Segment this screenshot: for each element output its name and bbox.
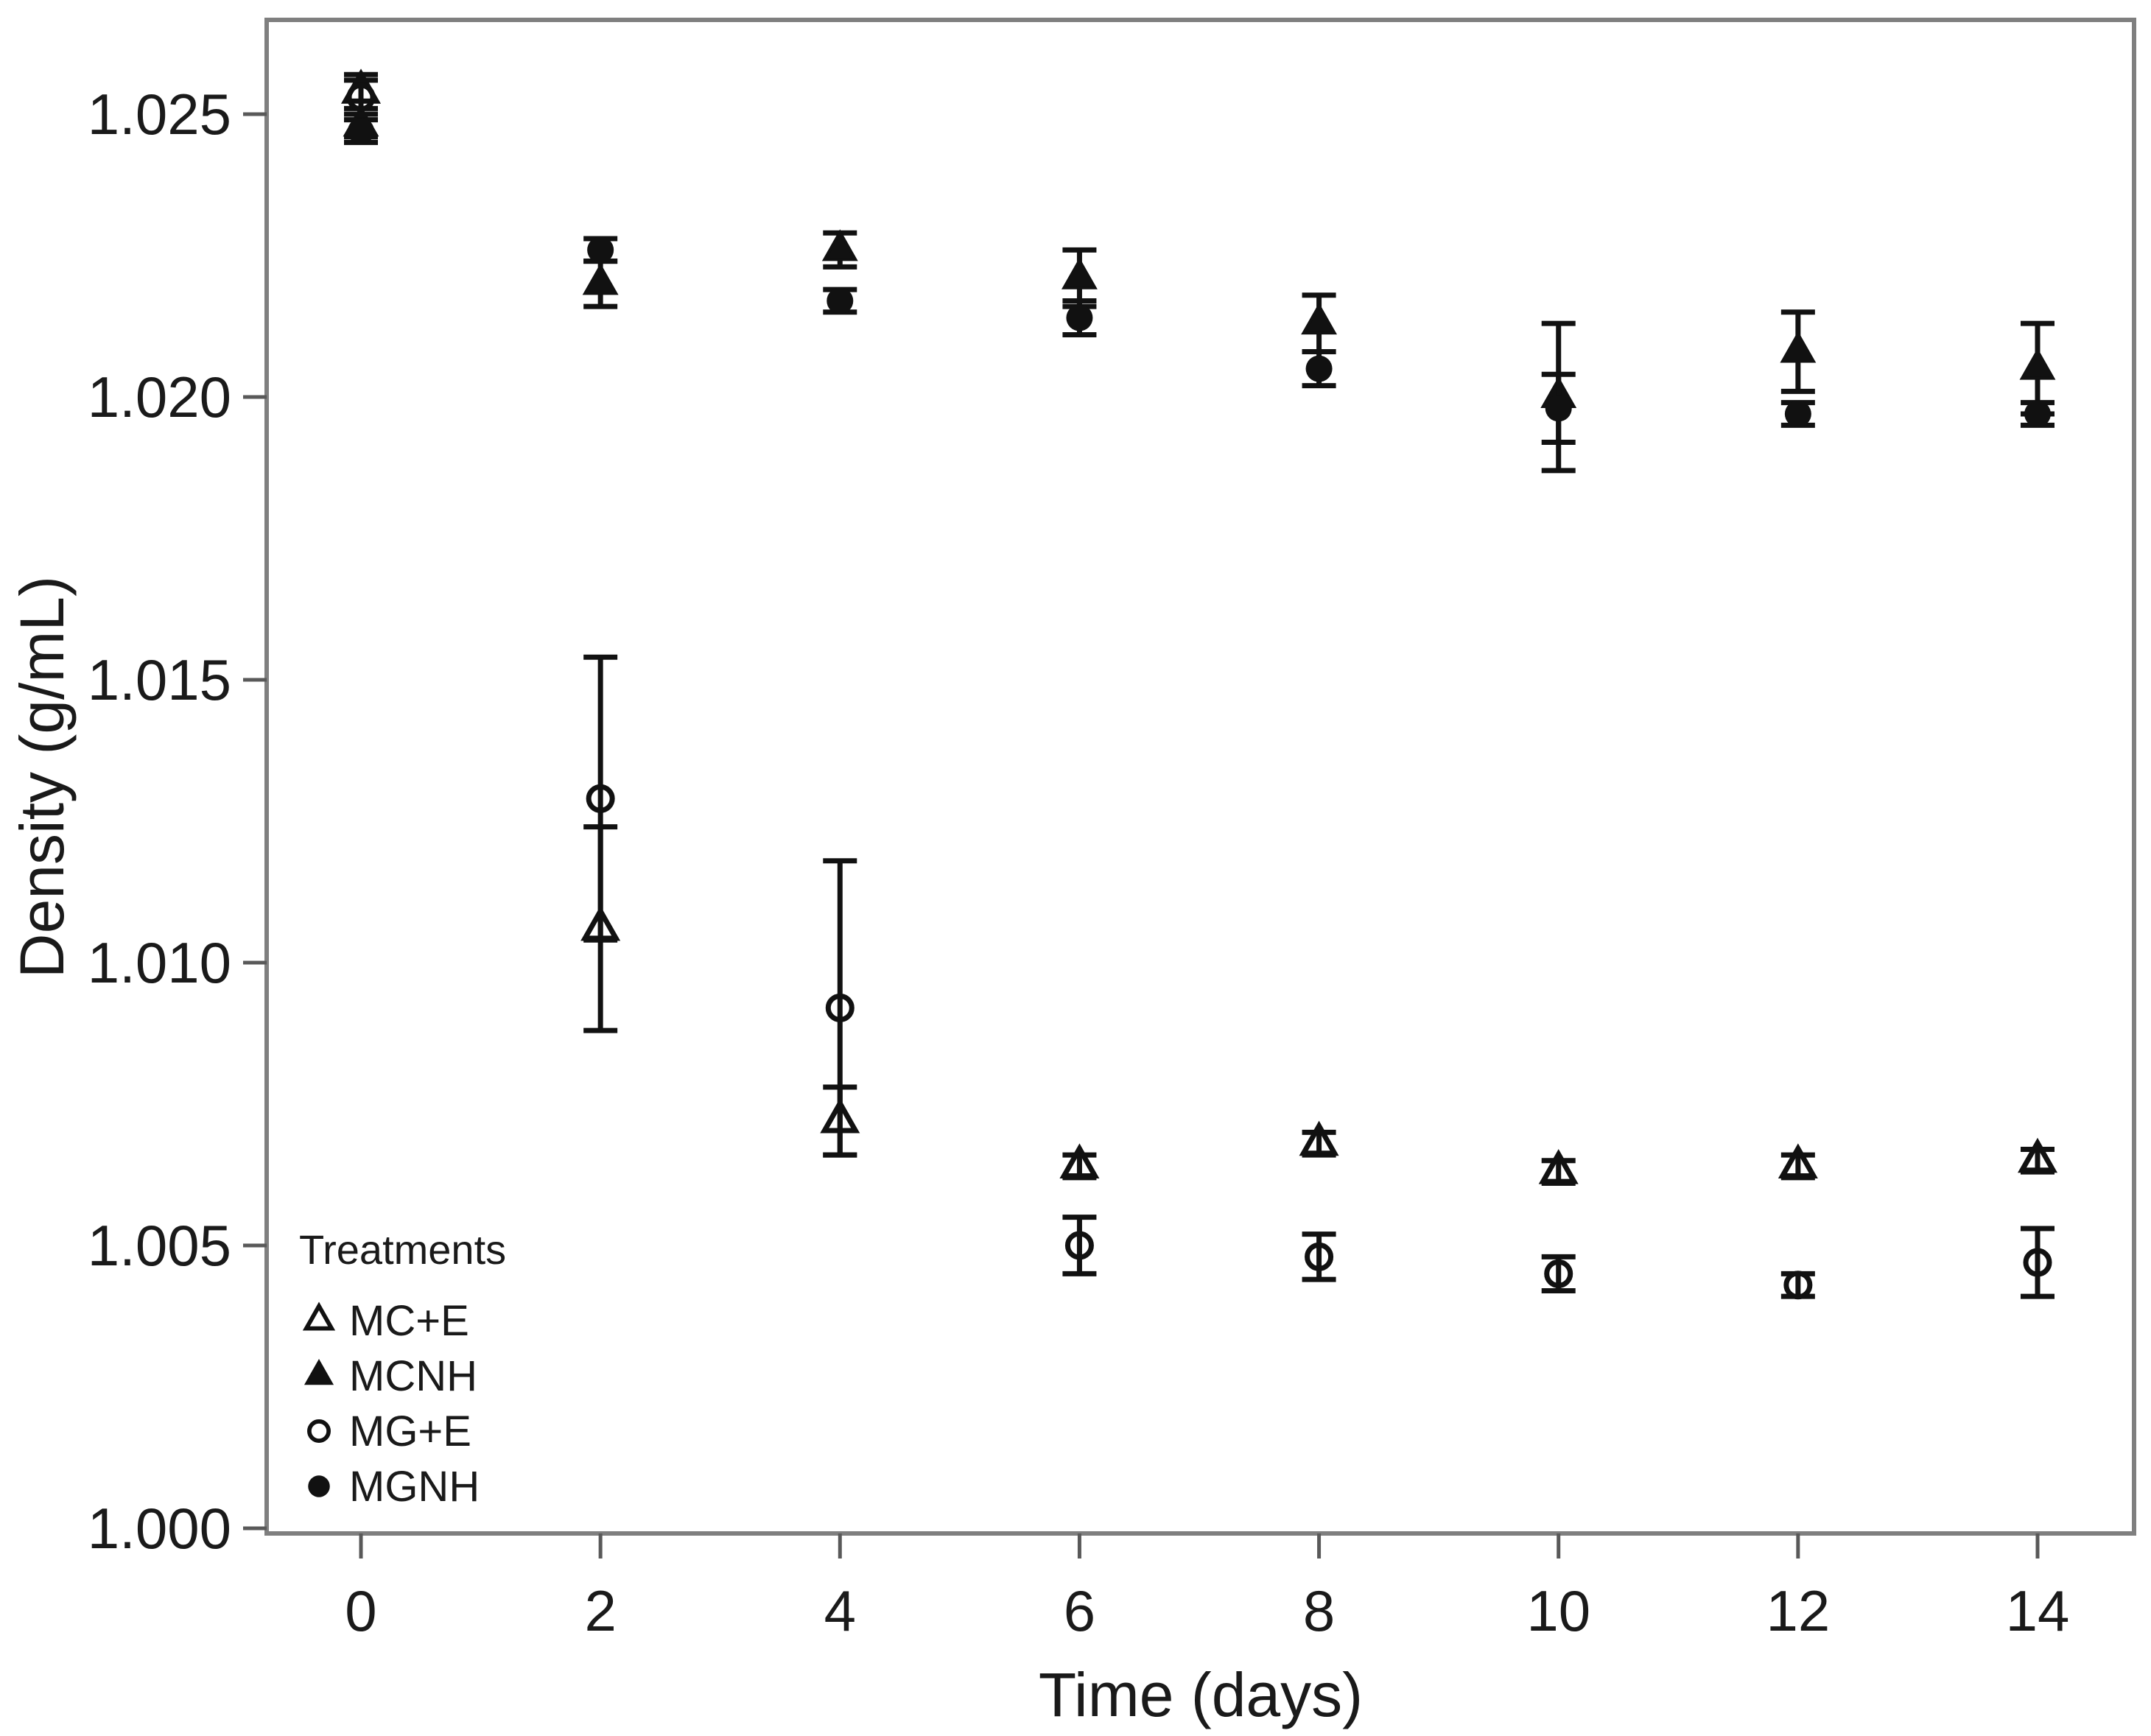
x-tick-label: 14 bbox=[2006, 1578, 2070, 1643]
x-tick-label: 10 bbox=[1526, 1578, 1590, 1643]
data-point-MGNH bbox=[1066, 304, 1093, 331]
data-point-MG+E bbox=[1305, 1242, 1334, 1271]
x-axis-title: Time (days) bbox=[1039, 1660, 1363, 1729]
data-point-MGNH bbox=[1545, 395, 1572, 422]
legend-marker-MG+E bbox=[307, 1419, 331, 1443]
x-tick-label: 6 bbox=[1064, 1578, 1095, 1643]
y-tick-label: 1.000 bbox=[88, 1496, 231, 1561]
legend-marker-MCNH bbox=[303, 1358, 334, 1385]
legend-label-MC+E: MC+E bbox=[349, 1297, 469, 1345]
data-point-MG+E bbox=[1783, 1271, 1813, 1300]
x-tick-label: 4 bbox=[824, 1578, 856, 1643]
data-point-MC+E bbox=[1059, 1143, 1100, 1178]
y-tick-label: 1.025 bbox=[88, 82, 231, 147]
legend-label-MG+E: MG+E bbox=[349, 1408, 471, 1455]
data-point-MCNH bbox=[1301, 303, 1338, 335]
data-point-MCNH bbox=[1061, 257, 1098, 289]
data-point-MG+E bbox=[825, 993, 855, 1022]
data-point-MGNH bbox=[827, 287, 854, 314]
legend-label-MCNH: MCNH bbox=[349, 1352, 477, 1400]
y-axis-title: Density (g/mL) bbox=[7, 576, 77, 978]
data-point-MGNH bbox=[1305, 355, 1333, 382]
plot-frame bbox=[264, 18, 2136, 1536]
y-tick-label: 1.005 bbox=[88, 1213, 231, 1278]
data-point-MGNH bbox=[348, 118, 374, 145]
legend-marker-MC+E bbox=[302, 1301, 336, 1331]
data-point-MC+E bbox=[2017, 1137, 2058, 1173]
data-point-MGNH bbox=[2024, 401, 2051, 428]
data-point-MC+E bbox=[1299, 1120, 1339, 1156]
data-point-MG+E bbox=[1544, 1259, 1573, 1288]
data-point-MCNH bbox=[821, 229, 858, 261]
data-point-MG+E bbox=[1064, 1231, 1094, 1260]
legend-title: Treatments bbox=[299, 1226, 506, 1273]
y-tick-label: 1.015 bbox=[88, 647, 231, 712]
data-point-MGNH bbox=[1784, 401, 1811, 428]
data-point-MGNH bbox=[587, 236, 614, 264]
data-point-MC+E bbox=[1538, 1149, 1579, 1184]
x-tick-label: 12 bbox=[1766, 1578, 1830, 1643]
x-tick-label: 2 bbox=[584, 1578, 616, 1643]
data-point-MCNH bbox=[1780, 331, 1817, 363]
legend-marker-MGNH bbox=[308, 1475, 330, 1497]
data-point-MG+E bbox=[346, 82, 376, 112]
x-tick-label: 0 bbox=[345, 1578, 376, 1643]
data-point-MC+E bbox=[1778, 1143, 1818, 1178]
x-tick-label: 8 bbox=[1303, 1578, 1335, 1643]
data-point-MCNH bbox=[2019, 348, 2056, 380]
y-tick-label: 1.020 bbox=[88, 365, 231, 429]
y-tick-label: 1.010 bbox=[88, 930, 231, 995]
data-point-MG+E bbox=[2023, 1248, 2052, 1277]
data-point-MCNH bbox=[582, 263, 619, 295]
legend-label-MGNH: MGNH bbox=[349, 1463, 480, 1511]
data-point-MG+E bbox=[586, 784, 615, 813]
